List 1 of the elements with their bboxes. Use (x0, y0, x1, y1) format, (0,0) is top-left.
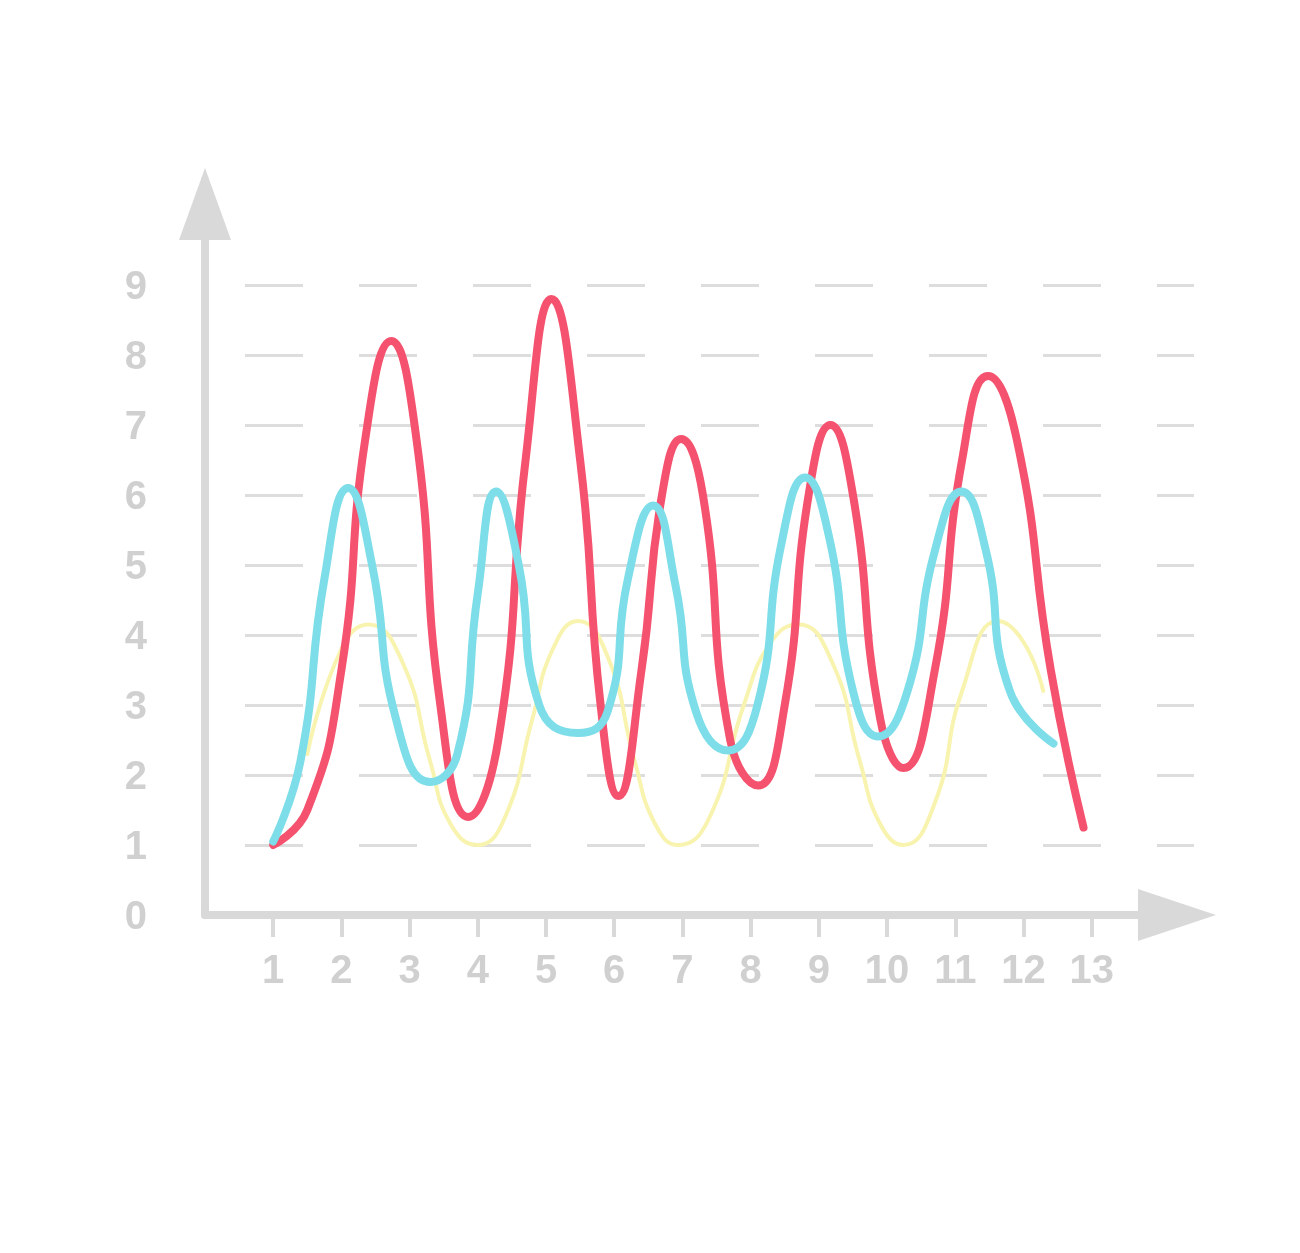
line-series (305, 619, 1046, 847)
